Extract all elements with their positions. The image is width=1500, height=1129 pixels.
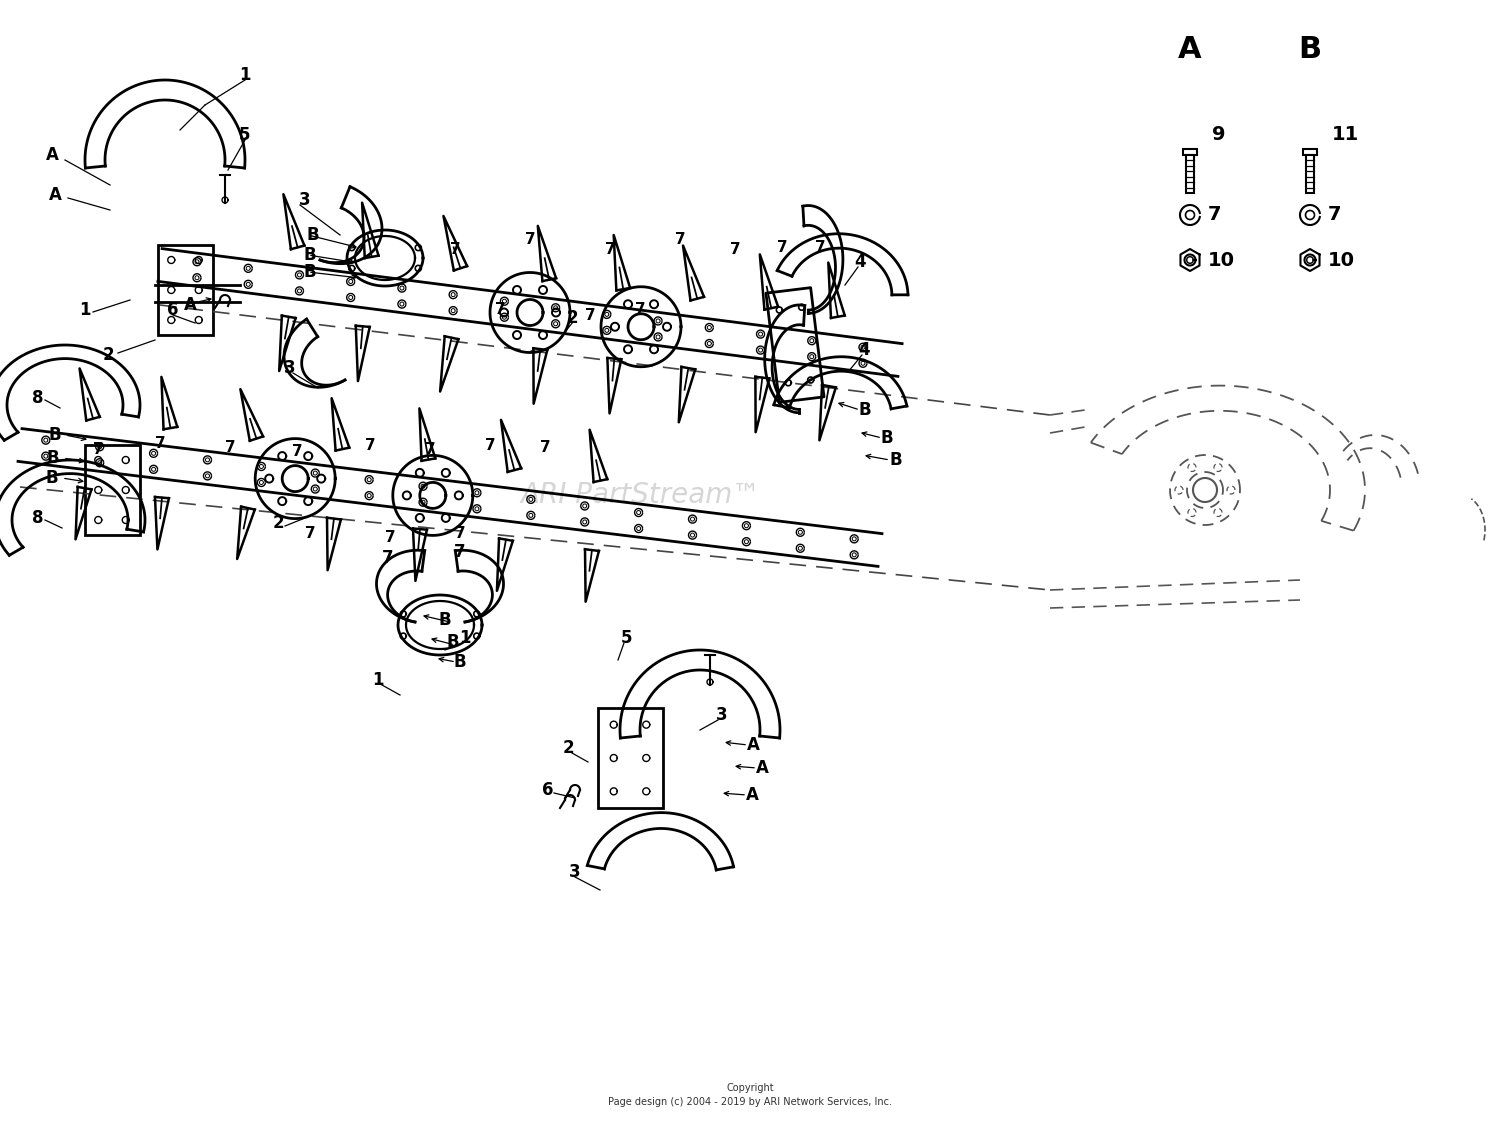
Text: A: A: [1178, 35, 1202, 64]
Text: 2: 2: [272, 514, 284, 532]
Text: B: B: [45, 469, 58, 487]
Text: 7: 7: [450, 243, 460, 257]
Text: 7: 7: [495, 303, 506, 317]
Text: 2: 2: [566, 309, 578, 327]
Text: 7: 7: [815, 240, 825, 255]
Text: 3: 3: [298, 191, 310, 209]
Text: B: B: [303, 263, 316, 281]
Text: B: B: [46, 449, 60, 467]
Text: 7: 7: [384, 531, 396, 545]
Text: Copyright
Page design (c) 2004 - 2019 by ARI Network Services, Inc.: Copyright Page design (c) 2004 - 2019 by…: [608, 1083, 892, 1108]
Text: 7: 7: [382, 549, 394, 567]
Text: B: B: [453, 653, 466, 671]
Text: 7: 7: [484, 438, 495, 453]
Text: B: B: [1299, 35, 1322, 64]
Text: 6: 6: [543, 781, 554, 799]
Text: B: B: [306, 226, 320, 244]
Text: 7: 7: [525, 233, 536, 247]
Text: 2: 2: [102, 345, 114, 364]
Text: 1: 1: [372, 671, 384, 689]
Text: 7: 7: [675, 233, 686, 247]
Text: 10: 10: [1208, 251, 1234, 270]
Text: 7: 7: [291, 445, 303, 460]
Text: 11: 11: [1332, 125, 1359, 145]
Text: 3: 3: [284, 359, 296, 377]
Text: B: B: [858, 401, 871, 419]
Text: B: B: [303, 246, 316, 264]
Text: 3: 3: [568, 863, 580, 881]
Bar: [1186, 155, 1194, 193]
Text: A: A: [747, 736, 759, 754]
Text: B: B: [880, 429, 894, 447]
Text: 10: 10: [1328, 251, 1354, 270]
Text: 7: 7: [585, 307, 596, 323]
Text: 6: 6: [168, 301, 178, 320]
Bar: [158, 245, 213, 335]
Text: A: A: [746, 786, 759, 804]
Text: 7: 7: [634, 303, 645, 317]
Bar: [84, 445, 140, 535]
Text: 9: 9: [1212, 125, 1225, 145]
Text: A: A: [48, 186, 62, 204]
Text: 7: 7: [604, 243, 615, 257]
Text: B: B: [447, 633, 459, 651]
Text: 1: 1: [80, 301, 90, 320]
Text: 7: 7: [364, 438, 375, 453]
Bar: [1184, 149, 1197, 155]
Text: 7: 7: [1208, 205, 1221, 225]
Text: 7: 7: [1328, 205, 1341, 225]
Bar: [1306, 155, 1314, 193]
Text: 7: 7: [154, 436, 165, 450]
Text: 8: 8: [33, 390, 44, 406]
Text: 7: 7: [93, 443, 104, 457]
Bar: [597, 708, 663, 808]
Text: 7: 7: [777, 240, 788, 255]
Text: 8: 8: [33, 509, 44, 527]
Bar: [1304, 149, 1317, 155]
Text: 3: 3: [716, 706, 728, 724]
Text: 7: 7: [540, 440, 550, 455]
Text: 1: 1: [459, 629, 471, 647]
Text: 7: 7: [454, 543, 466, 561]
Text: A: A: [45, 146, 58, 164]
Text: 4: 4: [853, 253, 865, 271]
Text: A: A: [183, 296, 196, 314]
Text: 5: 5: [621, 629, 633, 647]
Text: 7: 7: [424, 443, 435, 457]
Text: B: B: [438, 611, 452, 629]
Text: 4: 4: [858, 341, 870, 359]
Text: 2: 2: [562, 739, 574, 758]
Text: B: B: [48, 426, 62, 444]
Text: 7: 7: [304, 525, 315, 541]
Text: 7: 7: [225, 440, 236, 455]
Text: B: B: [890, 450, 903, 469]
Text: 5: 5: [240, 126, 250, 145]
Text: A: A: [756, 759, 768, 777]
Text: ARI PartStream™: ARI PartStream™: [520, 481, 760, 509]
Text: 1: 1: [240, 65, 250, 84]
Text: 7: 7: [729, 243, 741, 257]
Text: 7: 7: [454, 525, 465, 541]
